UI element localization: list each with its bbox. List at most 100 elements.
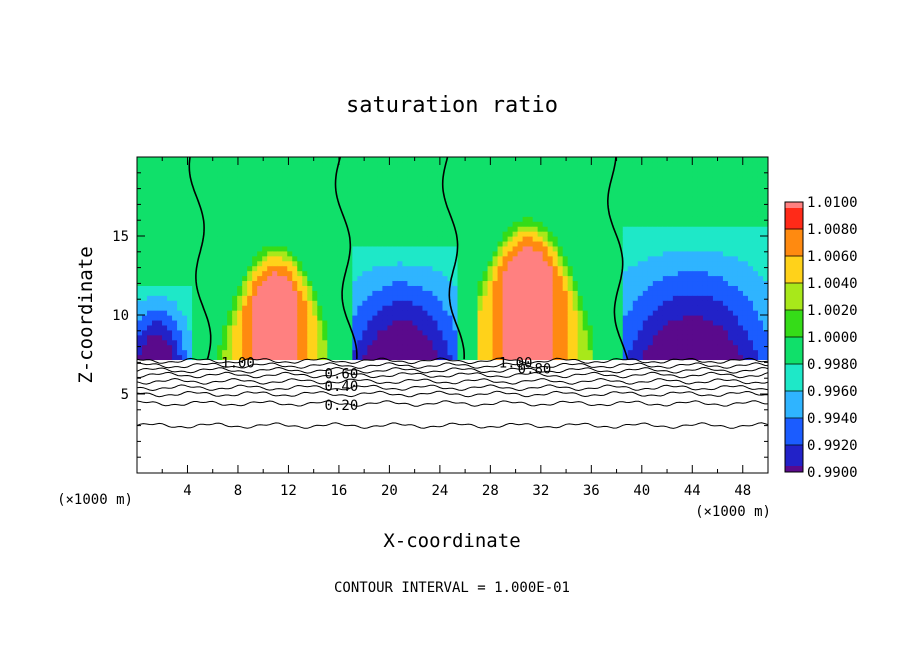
heatmap-cell: [687, 334, 694, 341]
heatmap-cell: [302, 315, 308, 321]
heatmap-cell: [412, 354, 419, 361]
heatmap-cell: [697, 349, 704, 356]
heatmap-cell: [277, 305, 283, 311]
heatmap-cell: [297, 260, 303, 267]
heatmap-cell: [212, 270, 218, 277]
heatmap-cell: [487, 196, 494, 203]
heatmap-cell: [347, 181, 353, 188]
heatmap-cell: [172, 280, 178, 286]
heatmap-cell: [142, 211, 148, 217]
heatmap-cell: [182, 181, 188, 188]
heatmap-cell: [712, 161, 719, 168]
heatmap-cell: [677, 319, 684, 326]
heatmap-cell: [192, 186, 198, 193]
heatmap-cell: [572, 176, 579, 183]
heatmap-cell: [227, 339, 233, 346]
heatmap-cell: [302, 191, 308, 198]
heatmap-cell: [437, 324, 444, 331]
heatmap-cell: [182, 280, 188, 286]
heatmap-cell: [627, 295, 634, 301]
heatmap-cell: [612, 240, 619, 247]
heatmap-cell: [592, 265, 599, 272]
heatmap-cell: [192, 344, 198, 351]
heatmap-cell: [277, 295, 283, 301]
heatmap-cell: [727, 206, 734, 212]
heatmap-cell: [517, 196, 524, 203]
heatmap-cell: [422, 157, 429, 163]
heatmap-cell: [667, 300, 674, 306]
heatmap-cell: [357, 275, 363, 282]
heatmap-cell: [482, 250, 489, 257]
heatmap-cell: [702, 295, 709, 301]
heatmap-cell: [382, 300, 388, 306]
heatmap-cell: [382, 319, 388, 326]
heatmap-cell: [322, 280, 328, 286]
heatmap-cell: [322, 265, 328, 272]
heatmap-cell: [727, 315, 734, 321]
heatmap-cell: [662, 240, 669, 247]
heatmap-cell: [227, 310, 233, 316]
heatmap-cell: [592, 240, 599, 247]
heatmap-cell: [362, 275, 368, 282]
heatmap-cell: [637, 290, 644, 296]
heatmap-cell: [637, 240, 644, 247]
heatmap-cell: [497, 186, 504, 193]
heatmap-cell: [442, 354, 449, 361]
heatmap-cell: [672, 226, 679, 232]
heatmap-cell: [202, 300, 208, 306]
heatmap-cell: [472, 319, 479, 326]
heatmap-cell: [157, 245, 163, 252]
heatmap-cell: [662, 275, 669, 282]
heatmap-cell: [582, 181, 589, 188]
heatmap-cell: [702, 255, 709, 262]
heatmap-cell: [582, 319, 589, 326]
heatmap-cell: [197, 191, 203, 198]
heatmap-cell: [312, 339, 318, 346]
heatmap-cell: [362, 290, 368, 296]
heatmap-cell: [222, 310, 228, 316]
heatmap-cell: [502, 245, 509, 252]
heatmap-cell: [732, 221, 739, 227]
heatmap-cell: [332, 334, 338, 341]
heatmap-cell: [512, 221, 519, 227]
heatmap-cell: [592, 181, 599, 188]
heatmap-cell: [417, 319, 424, 326]
heatmap-cell: [387, 191, 394, 198]
heatmap-cell: [512, 196, 519, 203]
heatmap-cell: [177, 265, 183, 272]
heatmap-cell: [137, 260, 143, 267]
heatmap-cell: [567, 221, 574, 227]
heatmap-cell: [257, 319, 263, 326]
heatmap-cell: [667, 191, 674, 198]
heatmap-cell: [662, 324, 669, 331]
heatmap-cell: [702, 300, 709, 306]
heatmap-cell: [407, 349, 414, 356]
heatmap-cell: [612, 206, 619, 212]
heatmap-cell: [147, 231, 153, 237]
heatmap-cell: [602, 285, 609, 291]
heatmap-cell: [722, 275, 729, 282]
heatmap-cell: [272, 295, 278, 301]
heatmap-cell: [357, 280, 363, 286]
heatmap-cell: [682, 354, 689, 361]
heatmap-cell: [687, 157, 694, 163]
heatmap-cell: [387, 196, 394, 203]
heatmap-cell: [297, 196, 303, 203]
heatmap-cell: [607, 310, 614, 316]
heatmap-cell: [707, 181, 714, 188]
heatmap-cell: [557, 216, 564, 222]
heatmap-cell: [407, 171, 414, 178]
heatmap-cell: [307, 240, 313, 247]
heatmap-cell: [292, 319, 298, 326]
heatmap-cell: [612, 166, 619, 173]
heatmap-cell: [312, 171, 318, 178]
heatmap-cell: [627, 319, 634, 326]
heatmap-cell: [197, 211, 203, 217]
heatmap-cell: [547, 275, 554, 282]
heatmap-cell: [182, 231, 188, 237]
heatmap-cell: [187, 275, 193, 282]
heatmap-cell: [207, 216, 213, 222]
heatmap-cell: [202, 221, 208, 227]
heatmap-cell: [427, 161, 434, 168]
heatmap-cell: [612, 280, 619, 286]
